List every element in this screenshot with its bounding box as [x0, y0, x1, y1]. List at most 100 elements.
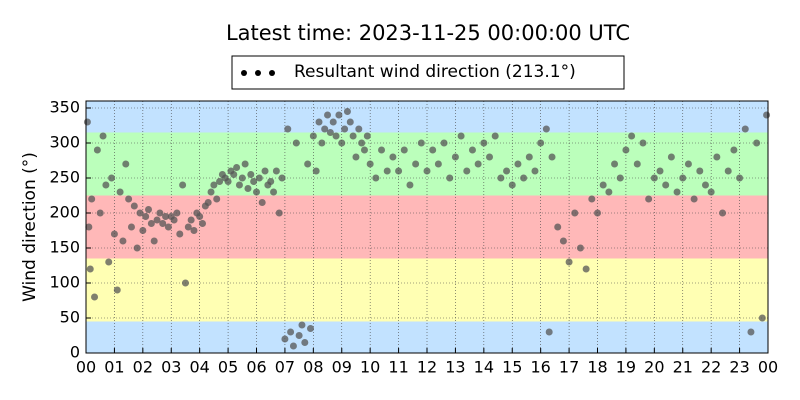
point	[326, 129, 334, 136]
point	[559, 237, 567, 245]
point	[315, 118, 323, 126]
point	[571, 209, 579, 217]
point	[701, 181, 709, 189]
point	[429, 146, 437, 154]
point	[301, 339, 309, 346]
point	[287, 328, 295, 336]
point	[645, 195, 653, 203]
point	[508, 181, 516, 189]
x-tick-label: 00	[76, 358, 96, 377]
point	[127, 223, 135, 231]
point	[389, 153, 397, 161]
point	[125, 195, 133, 203]
point	[255, 174, 263, 182]
point	[156, 209, 164, 217]
point	[164, 223, 172, 231]
point	[83, 118, 91, 126]
point	[113, 286, 121, 294]
point	[542, 125, 550, 133]
point	[503, 167, 511, 175]
point	[633, 160, 641, 168]
point	[306, 325, 314, 332]
y-axis-label: Wind direction (°)	[20, 152, 40, 302]
point	[628, 132, 636, 140]
point	[457, 132, 465, 140]
point	[747, 328, 755, 336]
point	[312, 167, 320, 175]
point	[673, 188, 681, 196]
point	[247, 171, 255, 178]
point	[343, 108, 351, 115]
point	[275, 209, 283, 217]
point	[119, 237, 127, 245]
point	[179, 181, 187, 189]
point	[162, 213, 170, 220]
point	[650, 174, 658, 182]
point	[346, 118, 354, 126]
point	[173, 209, 181, 217]
point	[395, 167, 403, 175]
x-tick-label: 10	[360, 358, 380, 377]
point	[88, 195, 96, 203]
point	[147, 220, 155, 227]
point	[497, 174, 505, 182]
point	[278, 174, 286, 182]
point	[253, 188, 260, 196]
y-tick-label: 200	[49, 203, 80, 222]
point	[329, 118, 337, 126]
point	[142, 213, 150, 220]
point	[713, 153, 721, 161]
point	[667, 153, 675, 161]
point	[576, 244, 584, 252]
point	[565, 258, 573, 266]
x-tick-label: 07	[275, 358, 295, 377]
point	[486, 153, 494, 161]
point	[545, 328, 553, 336]
point	[145, 206, 153, 213]
point	[531, 167, 539, 175]
point	[690, 195, 698, 203]
point	[406, 181, 414, 189]
point	[210, 181, 218, 189]
x-tick-label: 12	[417, 358, 437, 377]
point	[139, 227, 147, 234]
point	[181, 279, 189, 287]
point	[582, 265, 590, 273]
point	[724, 167, 732, 175]
x-tick-label: 08	[303, 358, 323, 377]
point	[170, 216, 178, 224]
x-tick-label: 18	[587, 358, 607, 377]
point	[349, 132, 357, 140]
point	[335, 111, 343, 119]
x-tick-label: 14	[474, 358, 494, 377]
point	[196, 213, 204, 220]
point	[96, 209, 104, 217]
point	[289, 342, 297, 350]
x-tick-label: 02	[133, 358, 153, 377]
point	[230, 171, 238, 178]
x-tick-label: 06	[246, 358, 266, 377]
y-tick-label: 250	[49, 168, 80, 187]
point	[352, 153, 360, 161]
x-tick-label: 17	[559, 358, 579, 377]
point	[696, 167, 704, 175]
y-tick-label: 100	[49, 273, 80, 292]
x-tick-label: 05	[218, 358, 238, 377]
point	[736, 174, 744, 182]
point	[261, 167, 269, 175]
point	[491, 132, 499, 140]
point	[91, 293, 99, 301]
point	[108, 174, 116, 182]
point	[423, 167, 431, 175]
point	[372, 174, 380, 182]
point	[102, 181, 110, 189]
point	[235, 181, 243, 189]
point	[133, 244, 141, 252]
point	[241, 160, 249, 168]
point	[474, 160, 482, 168]
point	[468, 146, 476, 154]
point	[233, 164, 241, 171]
point	[684, 160, 692, 168]
point	[272, 167, 280, 175]
